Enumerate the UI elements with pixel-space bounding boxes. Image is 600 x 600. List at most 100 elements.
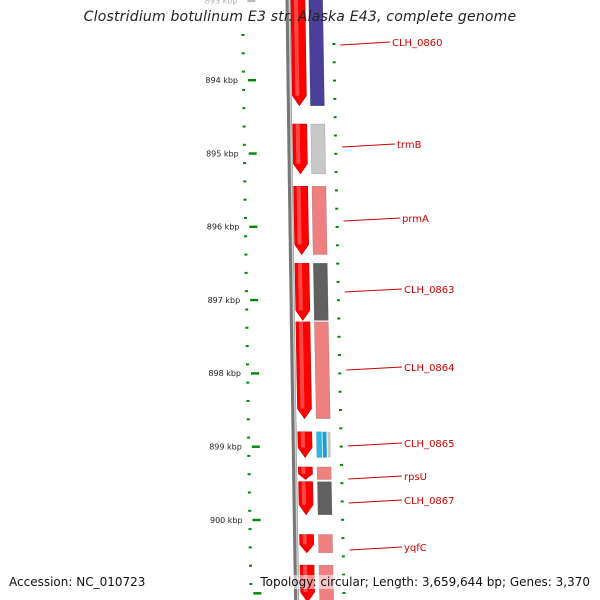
major-tick-900 [252, 518, 261, 522]
minor-tick-mark [243, 162, 247, 165]
minor-tick-mark [246, 400, 250, 402]
major-tick-896 [249, 225, 258, 228]
gene-label-yqfc[interactable]: yqfC [404, 543, 427, 554]
minor-tick-mark [243, 180, 247, 183]
kbp-tick-label: 897 kbp [208, 296, 241, 305]
minor-tick-mark-outer [339, 409, 342, 411]
cog-category-block [318, 534, 333, 554]
kbp-tick-label: 893 kbp [205, 0, 238, 6]
minor-tick-mark-outer [342, 573, 346, 576]
minor-tick-mark-outer [333, 134, 337, 137]
major-tick-895 [248, 152, 257, 155]
gene-label-clh_0860[interactable]: CLH_0860 [392, 38, 443, 49]
cog-category-block-tertiary [327, 431, 331, 458]
cog-category-block-secondary [322, 431, 327, 458]
cog-category-block [311, 186, 328, 255]
minor-tick-mark-outer [337, 317, 341, 320]
cds-arrow-shine [297, 263, 303, 311]
minor-tick-mark [242, 125, 246, 128]
gene-leader-line [343, 217, 401, 222]
minor-tick-mark [243, 217, 247, 219]
minor-tick-mark-outer [339, 445, 343, 448]
minor-tick-mark-outer [335, 207, 339, 210]
major-tick-893 [247, 0, 256, 3]
minor-tick-mark-outer [342, 592, 346, 594]
genome-summary-label: Topology: circular; Length: 3,659,644 bp… [260, 575, 590, 589]
minor-tick-mark [241, 70, 245, 73]
cog-category-block [317, 481, 333, 515]
gene-label-rpsu[interactable]: rpsU [404, 472, 427, 483]
gene-leader-line [344, 288, 403, 293]
minor-tick-mark-outer [340, 500, 344, 503]
cds-arrow-shine [301, 467, 306, 474]
minor-tick-mark [241, 52, 245, 55]
minor-tick-mark-outer [341, 537, 345, 540]
minor-tick-mark [246, 418, 250, 421]
kbp-tick-label: 895 kbp [206, 149, 239, 158]
minor-tick-mark [247, 454, 251, 457]
major-tick-894 [248, 79, 256, 82]
minor-tick-mark [241, 34, 245, 36]
gene-leader-line [340, 41, 391, 46]
cog-category-block [314, 321, 331, 419]
gene-label-prma[interactable]: prmA [402, 214, 429, 225]
cds-arrow-shine [302, 534, 307, 545]
minor-tick-mark-outer [336, 299, 340, 302]
kbp-tick-label: 896 kbp [207, 223, 240, 232]
minor-tick-mark-outer [341, 518, 345, 521]
cog-category-block [313, 263, 329, 321]
minor-tick-mark-outer [334, 171, 338, 174]
minor-tick-mark [247, 436, 251, 439]
cds-arrow-shine [293, 0, 300, 96]
minor-tick-mark [247, 491, 251, 494]
minor-tick-mark [242, 107, 246, 110]
minor-tick-mark [244, 235, 248, 238]
minor-tick-mark-outer [337, 354, 341, 357]
minor-tick-mark-outer [336, 262, 340, 265]
gene-label-clh_0867[interactable]: CLH_0867 [404, 496, 455, 507]
major-tick-899 [251, 445, 260, 448]
minor-tick-mark [245, 308, 249, 311]
cds-arrow-shine [300, 431, 306, 448]
minor-tick-mark [244, 290, 248, 293]
minor-tick-mark-outer [335, 244, 339, 247]
gene-leader-line [349, 546, 403, 551]
minor-tick-mark [243, 198, 247, 201]
minor-tick-mark-outer [335, 226, 339, 228]
kbp-tick-label: 900 kbp [210, 516, 243, 525]
kbp-tick-label: 899 kbp [209, 443, 242, 452]
minor-tick-mark [246, 363, 249, 366]
gene-leader-line [346, 366, 403, 371]
gene-label-clh_0863[interactable]: CLH_0863 [404, 285, 455, 296]
minor-tick-mark-outer [338, 372, 342, 375]
minor-tick-mark [246, 381, 250, 384]
minor-tick-mark [245, 326, 249, 329]
minor-tick-mark [249, 583, 253, 585]
gene-label-clh_0865[interactable]: CLH_0865 [404, 439, 455, 450]
minor-tick-mark-outer [340, 482, 344, 485]
minor-tick-mark-outer [333, 97, 337, 100]
gene-label-clh_0864[interactable]: CLH_0864 [404, 363, 455, 374]
minor-tick-mark [242, 88, 246, 91]
minor-tick-mark-outer [341, 555, 345, 558]
minor-tick-mark-outer [333, 116, 337, 119]
minor-tick-mark-outer [333, 79, 336, 82]
minor-tick-mark-outer [339, 427, 343, 430]
minor-tick-mark [248, 546, 252, 549]
minor-tick-mark [248, 528, 252, 531]
major-tick-898 [251, 372, 259, 375]
minor-tick-mark-outer [334, 189, 338, 192]
major-tick-897 [250, 298, 259, 302]
minor-tick-mark-outer [332, 43, 336, 45]
gene-label-trmb[interactable]: trmB [397, 140, 422, 151]
gene-leader-line [347, 442, 403, 447]
minor-tick-mark-outer [334, 152, 338, 155]
cog-category-block [316, 431, 323, 458]
genome-backbone-highlight [288, 0, 299, 600]
minor-tick-mark-outer [338, 390, 342, 393]
minor-tick-mark [244, 253, 248, 256]
cog-category-block [316, 466, 332, 480]
minor-tick-mark [249, 564, 252, 567]
gene-leader-line [348, 499, 403, 504]
